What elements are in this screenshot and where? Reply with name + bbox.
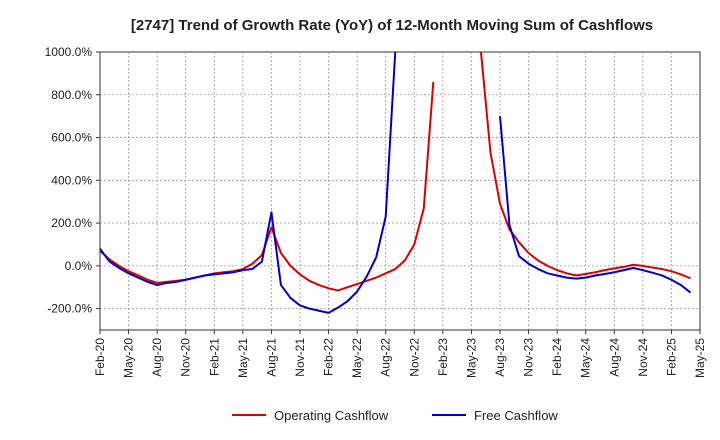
- y-tick-label: 800.0%: [51, 88, 92, 102]
- x-tick-label: Feb-25: [664, 338, 678, 376]
- x-tick-label: Nov-22: [407, 338, 421, 377]
- y-tick-label: 600.0%: [51, 131, 92, 145]
- y-tick-label: 1000.0%: [45, 45, 93, 59]
- x-tick-label: May-25: [693, 338, 707, 378]
- y-tick-label: 400.0%: [51, 173, 92, 187]
- series-line-free-cashflow: [100, 52, 397, 314]
- x-tick-label: Feb-23: [436, 338, 450, 376]
- x-tick-label: Nov-24: [636, 338, 650, 377]
- x-tick-label: Nov-21: [293, 338, 307, 377]
- grid-lines: [100, 52, 700, 330]
- legend-label: Operating Cashflow: [274, 408, 389, 423]
- y-axis-ticks: -200.0% 0.0% 200.0% 400.0% 600.0% 800.0% 1000.…: [45, 45, 100, 316]
- series-lines: [100, 52, 692, 314]
- x-tick-label: Feb-21: [207, 338, 221, 376]
- x-tick-label: Feb-22: [322, 338, 336, 376]
- x-tick-label: May-21: [236, 338, 250, 378]
- y-tick-label: 0.0%: [65, 259, 93, 273]
- x-axis-ticks: Feb-20 May-20 Aug-20 Nov-20 Feb-21 May-21 Aug-…: [93, 330, 707, 378]
- x-tick-label: May-23: [464, 338, 478, 378]
- chart-title: [2747] Trend of Growth Rate (YoY) of 12-…: [131, 17, 653, 34]
- x-tick-label: Aug-24: [607, 338, 621, 377]
- x-tick-label: May-20: [122, 338, 136, 378]
- x-tick-label: Aug-22: [379, 338, 393, 377]
- legend-label: Free Cashflow: [474, 408, 558, 423]
- x-tick-label: Nov-20: [179, 338, 193, 377]
- series-line-free-cashflow: [499, 116, 692, 294]
- y-tick-label: 200.0%: [51, 216, 92, 230]
- series-line-operating-cashflow: [479, 52, 691, 280]
- x-tick-label: Feb-20: [93, 338, 107, 376]
- x-tick-label: Aug-21: [264, 338, 278, 377]
- plot-area: [99, 51, 701, 331]
- x-tick-label: Aug-23: [493, 338, 507, 377]
- x-tick-label: May-22: [350, 338, 364, 378]
- y-tick-label: -200.0%: [47, 302, 92, 316]
- x-tick-label: Feb-24: [550, 338, 564, 376]
- x-tick-label: Aug-20: [150, 338, 164, 377]
- x-tick-label: May-24: [579, 338, 593, 378]
- legend: Operating Cashflow Free Cashflow: [232, 408, 558, 423]
- x-tick-label: Nov-23: [522, 338, 536, 377]
